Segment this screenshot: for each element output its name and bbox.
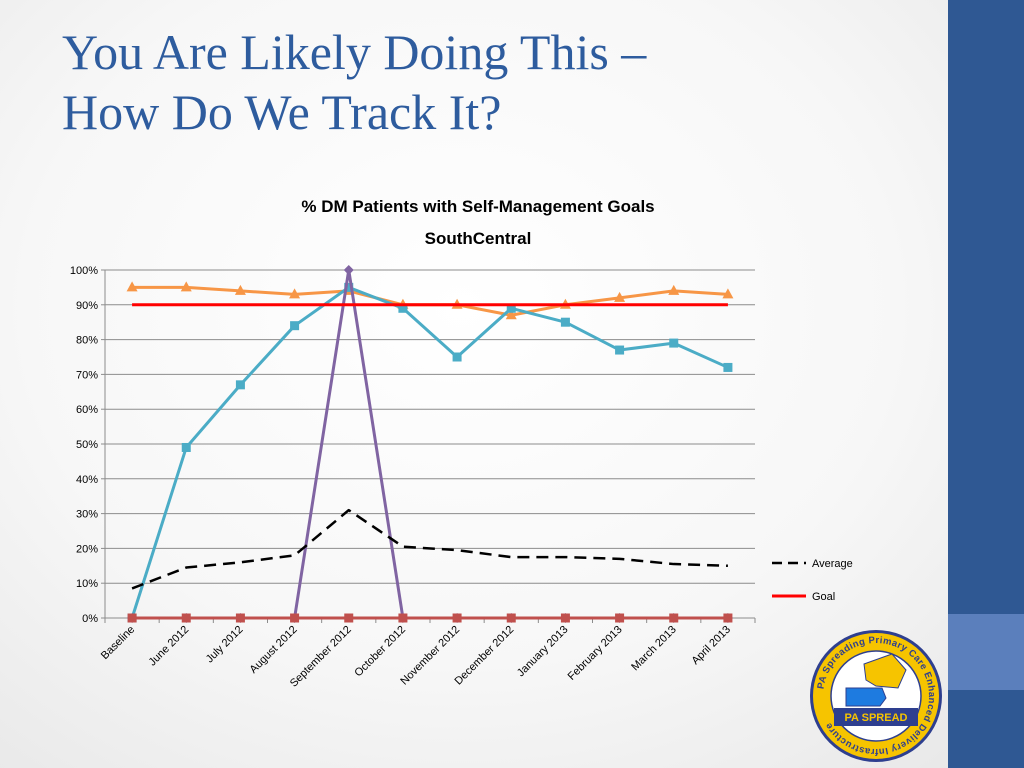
data-point-square xyxy=(344,613,354,623)
x-tick-label: August 2012 xyxy=(248,624,300,676)
series-line xyxy=(132,285,729,317)
data-point-square xyxy=(452,352,462,362)
x-tick-label: July 2012 xyxy=(204,624,246,666)
y-tick-label: 100% xyxy=(70,265,98,277)
y-tick-label: 60% xyxy=(76,404,98,416)
y-tick-label: 10% xyxy=(76,578,98,590)
axes: 0% 10% 20% 30% 40% 50% 60% 70% 80% 90% 100% Baselin… xyxy=(70,265,756,690)
series-line-2 xyxy=(127,282,733,623)
y-tick-label: 40% xyxy=(76,474,98,486)
x-tick-label: March 2013 xyxy=(629,624,679,674)
logo-label-banner xyxy=(834,708,918,726)
x-tick-label: June 2012 xyxy=(147,624,192,669)
data-point-square xyxy=(127,613,137,623)
legend-item-average: Average xyxy=(772,558,853,570)
y-tick-label: 90% xyxy=(76,300,98,312)
data-point-triangle xyxy=(668,284,680,295)
data-point-diamond xyxy=(343,265,354,275)
logo-label: PA SPREAD xyxy=(845,712,908,724)
pa-spread-logo: PA Spreading Primary Care Enhanced Deliv… xyxy=(810,630,942,762)
data-point-triangle xyxy=(180,281,192,292)
x-tick-label: April 2013 xyxy=(690,624,734,668)
chart-subtitle: SouthCentral xyxy=(425,229,532,248)
data-point-square xyxy=(398,303,408,313)
data-point-square xyxy=(181,442,191,452)
series-average xyxy=(131,508,728,590)
data-point-square xyxy=(506,303,516,313)
data-point-square xyxy=(669,613,679,623)
legend-label: Goal xyxy=(812,591,835,603)
y-tick-label: 80% xyxy=(76,335,98,347)
data-point-square xyxy=(235,613,245,623)
y-tick-label: 70% xyxy=(76,369,98,381)
series-line-4 xyxy=(127,613,733,623)
series-line xyxy=(130,285,729,619)
pa-state-icon xyxy=(845,687,887,707)
legend: Average Goal xyxy=(772,558,853,603)
data-point-square xyxy=(235,380,245,390)
x-tick-label: February 2013 xyxy=(566,624,625,683)
x-tick-label: Baseline xyxy=(99,624,137,662)
series-line-1 xyxy=(126,281,734,320)
data-point-triangle xyxy=(722,288,734,299)
y-tick-label: 0% xyxy=(82,613,98,625)
data-point-triangle xyxy=(505,309,517,320)
data-point-triangle xyxy=(289,288,301,299)
legend-item-goal: Goal xyxy=(772,591,835,603)
x-tick-label: December 2012 xyxy=(453,624,517,688)
state-map-icon xyxy=(863,653,907,689)
data-point-square xyxy=(506,613,516,623)
legend-label: Average xyxy=(812,558,853,570)
data-point-square xyxy=(615,345,625,355)
data-point-square xyxy=(615,613,625,623)
slide-title-line-1: You Are Likely Doing This – xyxy=(62,24,647,80)
y-tick-label: 50% xyxy=(76,439,98,451)
data-point-square xyxy=(669,338,679,348)
data-point-square xyxy=(560,317,570,327)
data-point-square xyxy=(723,362,733,372)
data-point-square xyxy=(290,321,300,331)
data-point-triangle xyxy=(126,281,138,292)
data-point-square xyxy=(398,613,408,623)
data-point-square xyxy=(290,613,300,623)
y-tick-label: 20% xyxy=(76,543,98,555)
data-point-square xyxy=(181,613,191,623)
gridlines xyxy=(105,269,755,619)
x-tick-label: October 2012 xyxy=(352,624,408,680)
data-point-square xyxy=(452,613,462,623)
data-point-square xyxy=(723,613,733,623)
data-point-triangle xyxy=(234,284,246,295)
data-point-triangle xyxy=(614,291,626,302)
x-tick-label: January 2013 xyxy=(515,624,571,680)
sidebar-accent-block xyxy=(948,614,1024,690)
slide-title: You Are Likely Doing This – How Do We Tr… xyxy=(62,22,922,142)
data-point-square xyxy=(344,282,354,292)
chart-title: % DM Patients with Self-Management Goals xyxy=(301,197,654,216)
line-chart: % DM Patients with Self-Management Goals… xyxy=(70,197,853,690)
series-line xyxy=(131,508,728,590)
series-group xyxy=(126,265,734,623)
y-tick-label: 30% xyxy=(76,509,98,521)
slide-title-line-2: How Do We Track It? xyxy=(62,84,502,140)
data-point-square xyxy=(560,613,570,623)
